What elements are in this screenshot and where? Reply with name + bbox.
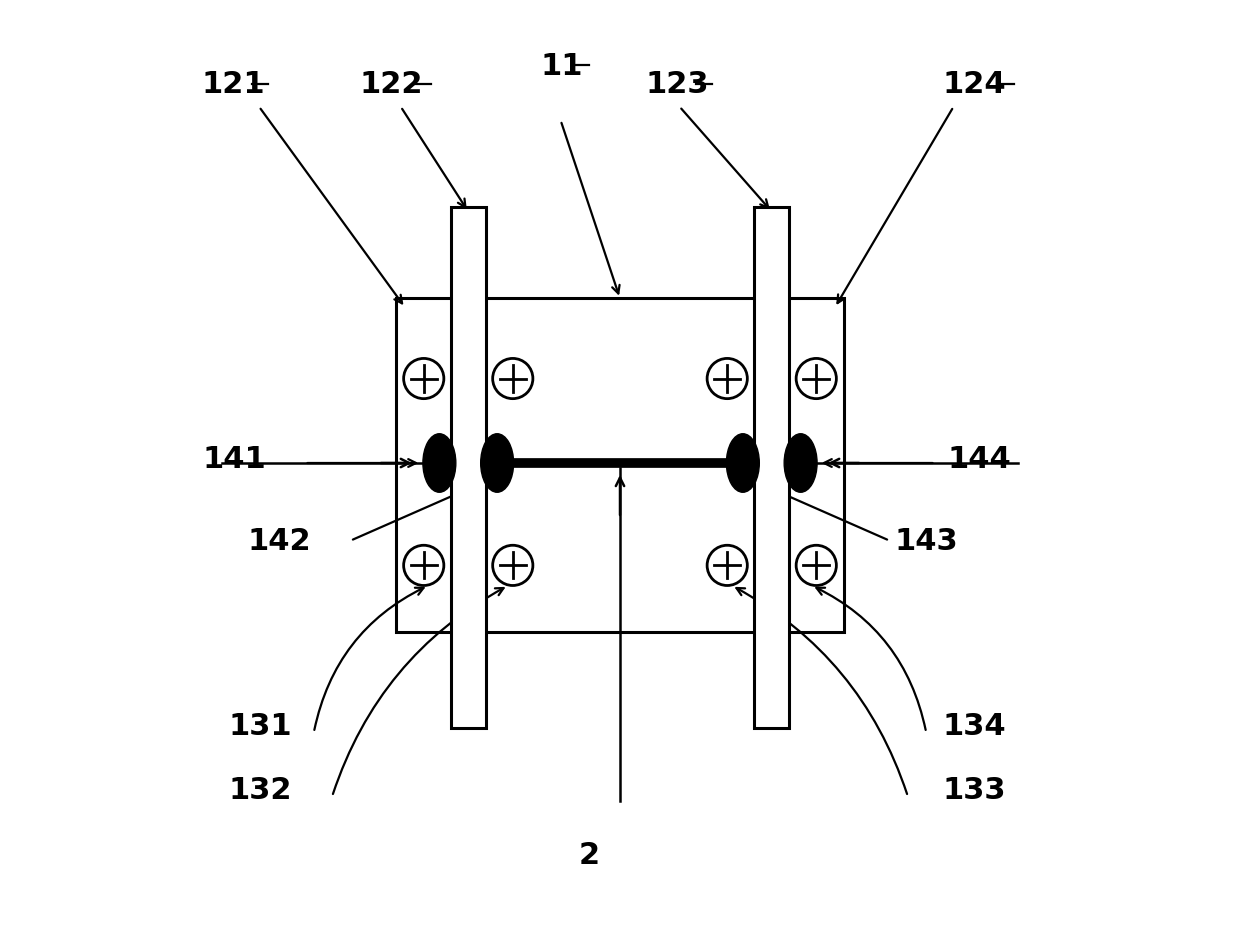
Bar [754,208,789,729]
Text: 121: 121 [201,70,265,99]
Text: 122: 122 [360,70,423,99]
Circle shape [404,359,444,400]
Ellipse shape [784,434,817,493]
Circle shape [707,359,748,400]
Circle shape [707,546,748,586]
Text: 141: 141 [202,444,267,474]
Text: 133: 133 [942,775,1006,804]
Ellipse shape [727,434,759,493]
Bar [396,299,844,632]
Bar [451,208,486,729]
Circle shape [492,546,533,586]
Text: 132: 132 [228,775,293,804]
Text: 134: 134 [942,711,1007,740]
Circle shape [796,546,836,586]
Text: 11: 11 [541,52,583,81]
Ellipse shape [481,434,513,493]
Text: 131: 131 [228,711,293,740]
Text: 2: 2 [579,840,600,869]
Text: 143: 143 [894,527,957,555]
Text: 124: 124 [942,70,1007,99]
Circle shape [492,359,533,400]
Text: 144: 144 [947,444,1011,474]
Text: 142: 142 [248,527,311,555]
Ellipse shape [423,434,456,493]
Circle shape [404,546,444,586]
Text: 123: 123 [646,70,709,99]
Circle shape [796,359,836,400]
